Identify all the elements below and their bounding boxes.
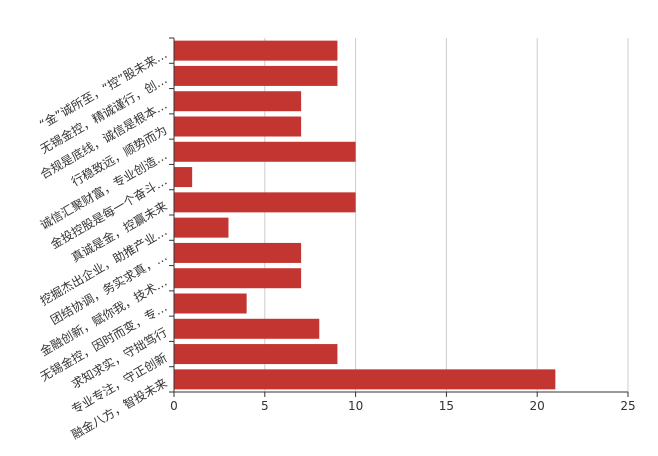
bar [174, 268, 302, 289]
bar [174, 40, 338, 61]
bar [174, 141, 356, 162]
x-tick-label: 20 [530, 399, 545, 413]
bar [174, 116, 302, 137]
bar [174, 192, 356, 213]
x-tick-label: 5 [261, 399, 269, 413]
bar [174, 217, 229, 238]
bar [174, 167, 193, 188]
bar [174, 344, 338, 365]
x-tick-label: 10 [348, 399, 363, 413]
bar [174, 91, 302, 112]
bar [174, 65, 338, 86]
bar [174, 318, 320, 339]
bar [174, 242, 302, 263]
bar [174, 369, 556, 390]
x-tick-label: 25 [620, 399, 635, 413]
x-tick-label: 0 [170, 399, 178, 413]
bar [174, 293, 247, 314]
x-tick-label: 15 [439, 399, 454, 413]
